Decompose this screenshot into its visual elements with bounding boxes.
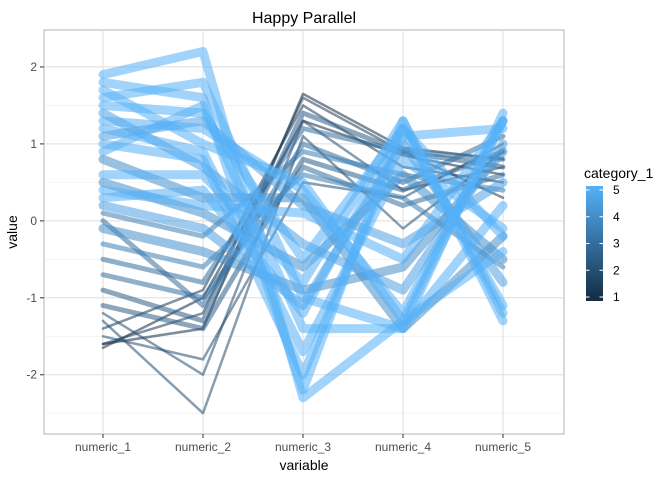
y-tick-label: 2 [30, 60, 37, 74]
chart-title: Happy Parallel [252, 10, 356, 27]
series-line [100, 110, 506, 324]
x-tick-label: numeric_1 [75, 440, 131, 454]
y-tick-label: -1 [26, 291, 37, 305]
series-line [101, 104, 505, 330]
series-line [98, 85, 508, 326]
y-axis: -2 -1 0 1 2 [26, 60, 44, 382]
x-axis: numeric_1 numeric_2 numeric_3 numeric_4 nume… [75, 434, 531, 454]
legend-tick-label: 1 [613, 290, 620, 304]
legend-title: category_1 [584, 165, 653, 181]
y-tick-label: 0 [30, 214, 37, 228]
legend-tick-label: 2 [613, 263, 620, 277]
series-line [98, 124, 508, 380]
y-tick-label: -2 [26, 368, 37, 382]
x-tick-label: numeric_4 [375, 440, 431, 454]
legend-tick-label: 4 [613, 210, 620, 224]
series-lines [98, 47, 508, 415]
legend-ticks: 1 2 3 4 5 [586, 183, 620, 304]
legend-tick-label: 5 [613, 183, 620, 197]
x-tick-label: numeric_3 [275, 440, 331, 454]
series-line [98, 100, 508, 334]
y-axis-title: value [4, 215, 20, 249]
series-line [98, 124, 508, 318]
legend-tick-label: 3 [613, 237, 620, 251]
legend-colorbar [586, 186, 603, 301]
legend: category_1 1 2 3 4 5 [584, 165, 653, 304]
series-line [101, 92, 505, 346]
series-line [98, 116, 508, 264]
x-tick-label: numeric_5 [475, 440, 531, 454]
x-axis-title: variable [279, 457, 328, 473]
x-tick-label: numeric_2 [175, 440, 231, 454]
y-tick-label: 1 [30, 137, 37, 151]
series-line [98, 100, 508, 264]
